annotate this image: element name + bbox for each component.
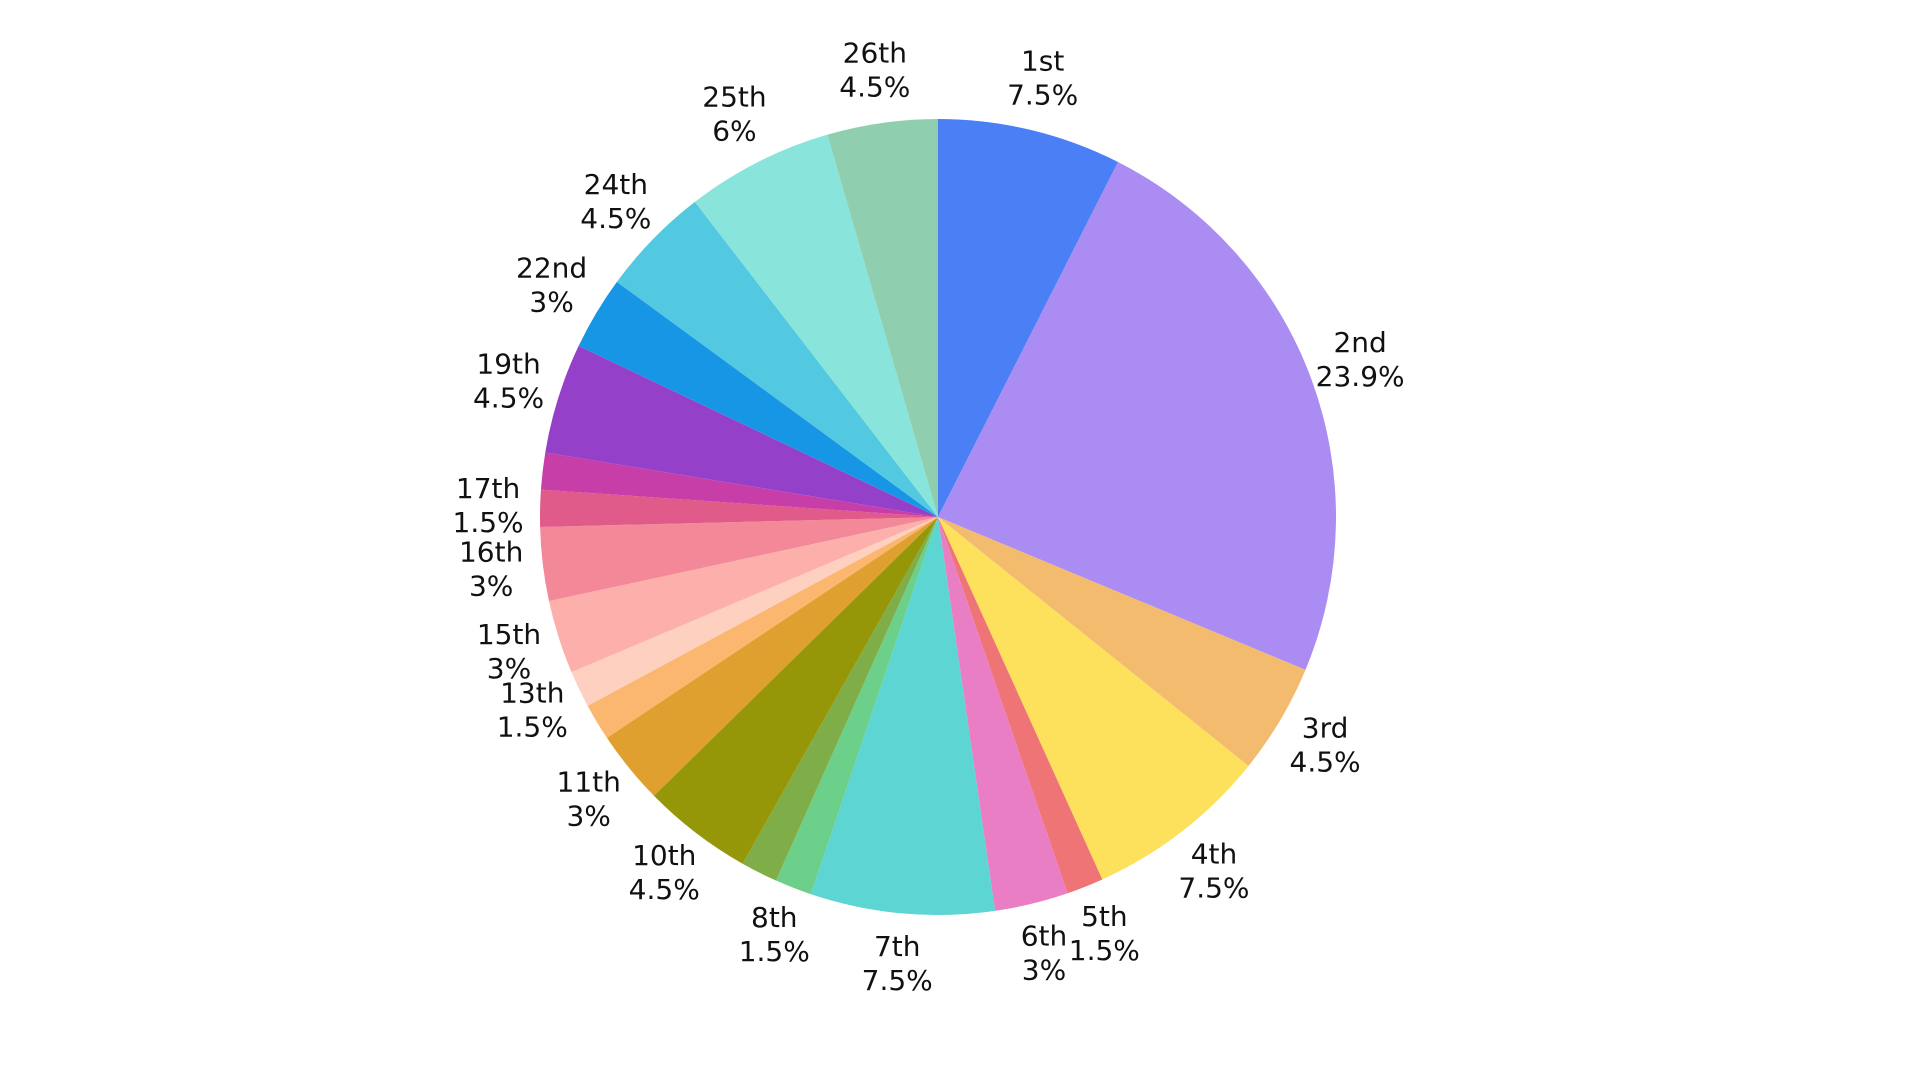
value-label: 7.5% [1178,871,1249,904]
value-label: 6% [712,115,756,148]
slice-label: 3rd [1302,711,1349,744]
pie-slice [938,162,1336,670]
slice-label: 16th [459,535,523,568]
pie-slice [938,517,1306,766]
value-label: 4.5% [473,382,544,415]
pie-slice [810,517,996,915]
slice-label: 22nd [516,251,587,284]
pie-slice [606,517,938,796]
value-label: 3% [566,800,610,833]
pie-slice [548,517,938,673]
slice-label: 26th [843,36,907,69]
pie-slice [938,517,1068,911]
value-label: 1.5% [1069,934,1140,967]
slice-label: 15th [477,618,541,651]
slice-label: 13th [500,677,564,710]
value-label: 4.5% [839,70,910,103]
pie-slice [540,452,938,517]
pie-slice [539,489,938,527]
pie-slice [827,119,938,517]
value-label: 3% [529,285,573,318]
pie-slice [587,517,938,738]
value-label: 4.5% [1290,745,1361,778]
pie-slice [938,517,1249,880]
pie-slice [578,281,938,517]
value-label: 3% [469,569,513,602]
slice-label: 5th [1081,900,1128,933]
pie-slice [571,517,938,706]
pie-slice [938,517,1103,894]
pie-slice [616,201,938,517]
slice-label: 17th [456,472,520,505]
slice-label: 8th [751,901,798,934]
value-label: 7.5% [1007,78,1078,111]
slice-label: 2nd [1333,326,1386,359]
pie-slice [694,134,938,517]
pie-slice [545,345,938,517]
value-label: 1.5% [739,935,810,968]
pie-slice [775,517,938,895]
value-label: 1.5% [453,506,524,539]
value-label: 3% [487,652,531,685]
slice-label: 11th [557,766,621,799]
slice-label: 19th [476,348,540,381]
value-label: 1.5% [497,711,568,744]
slice-label: 10th [632,839,696,872]
value-label: 23.9% [1316,360,1405,393]
slice-label: 4th [1191,837,1238,870]
value-label: 4.5% [580,202,651,235]
value-label: 3% [1022,953,1066,986]
slice-label: 7th [874,930,921,963]
value-label: 4.5% [629,873,700,906]
value-label: 7.5% [862,964,933,997]
pie-slice [540,517,938,602]
slice-label: 25th [702,81,766,114]
slice-label: 24th [584,168,648,201]
pie-slice [653,517,938,864]
pie-slice [938,119,1119,517]
pie-slice [742,517,938,881]
slice-label: 1st [1021,44,1064,77]
slice-label: 6th [1021,919,1068,952]
